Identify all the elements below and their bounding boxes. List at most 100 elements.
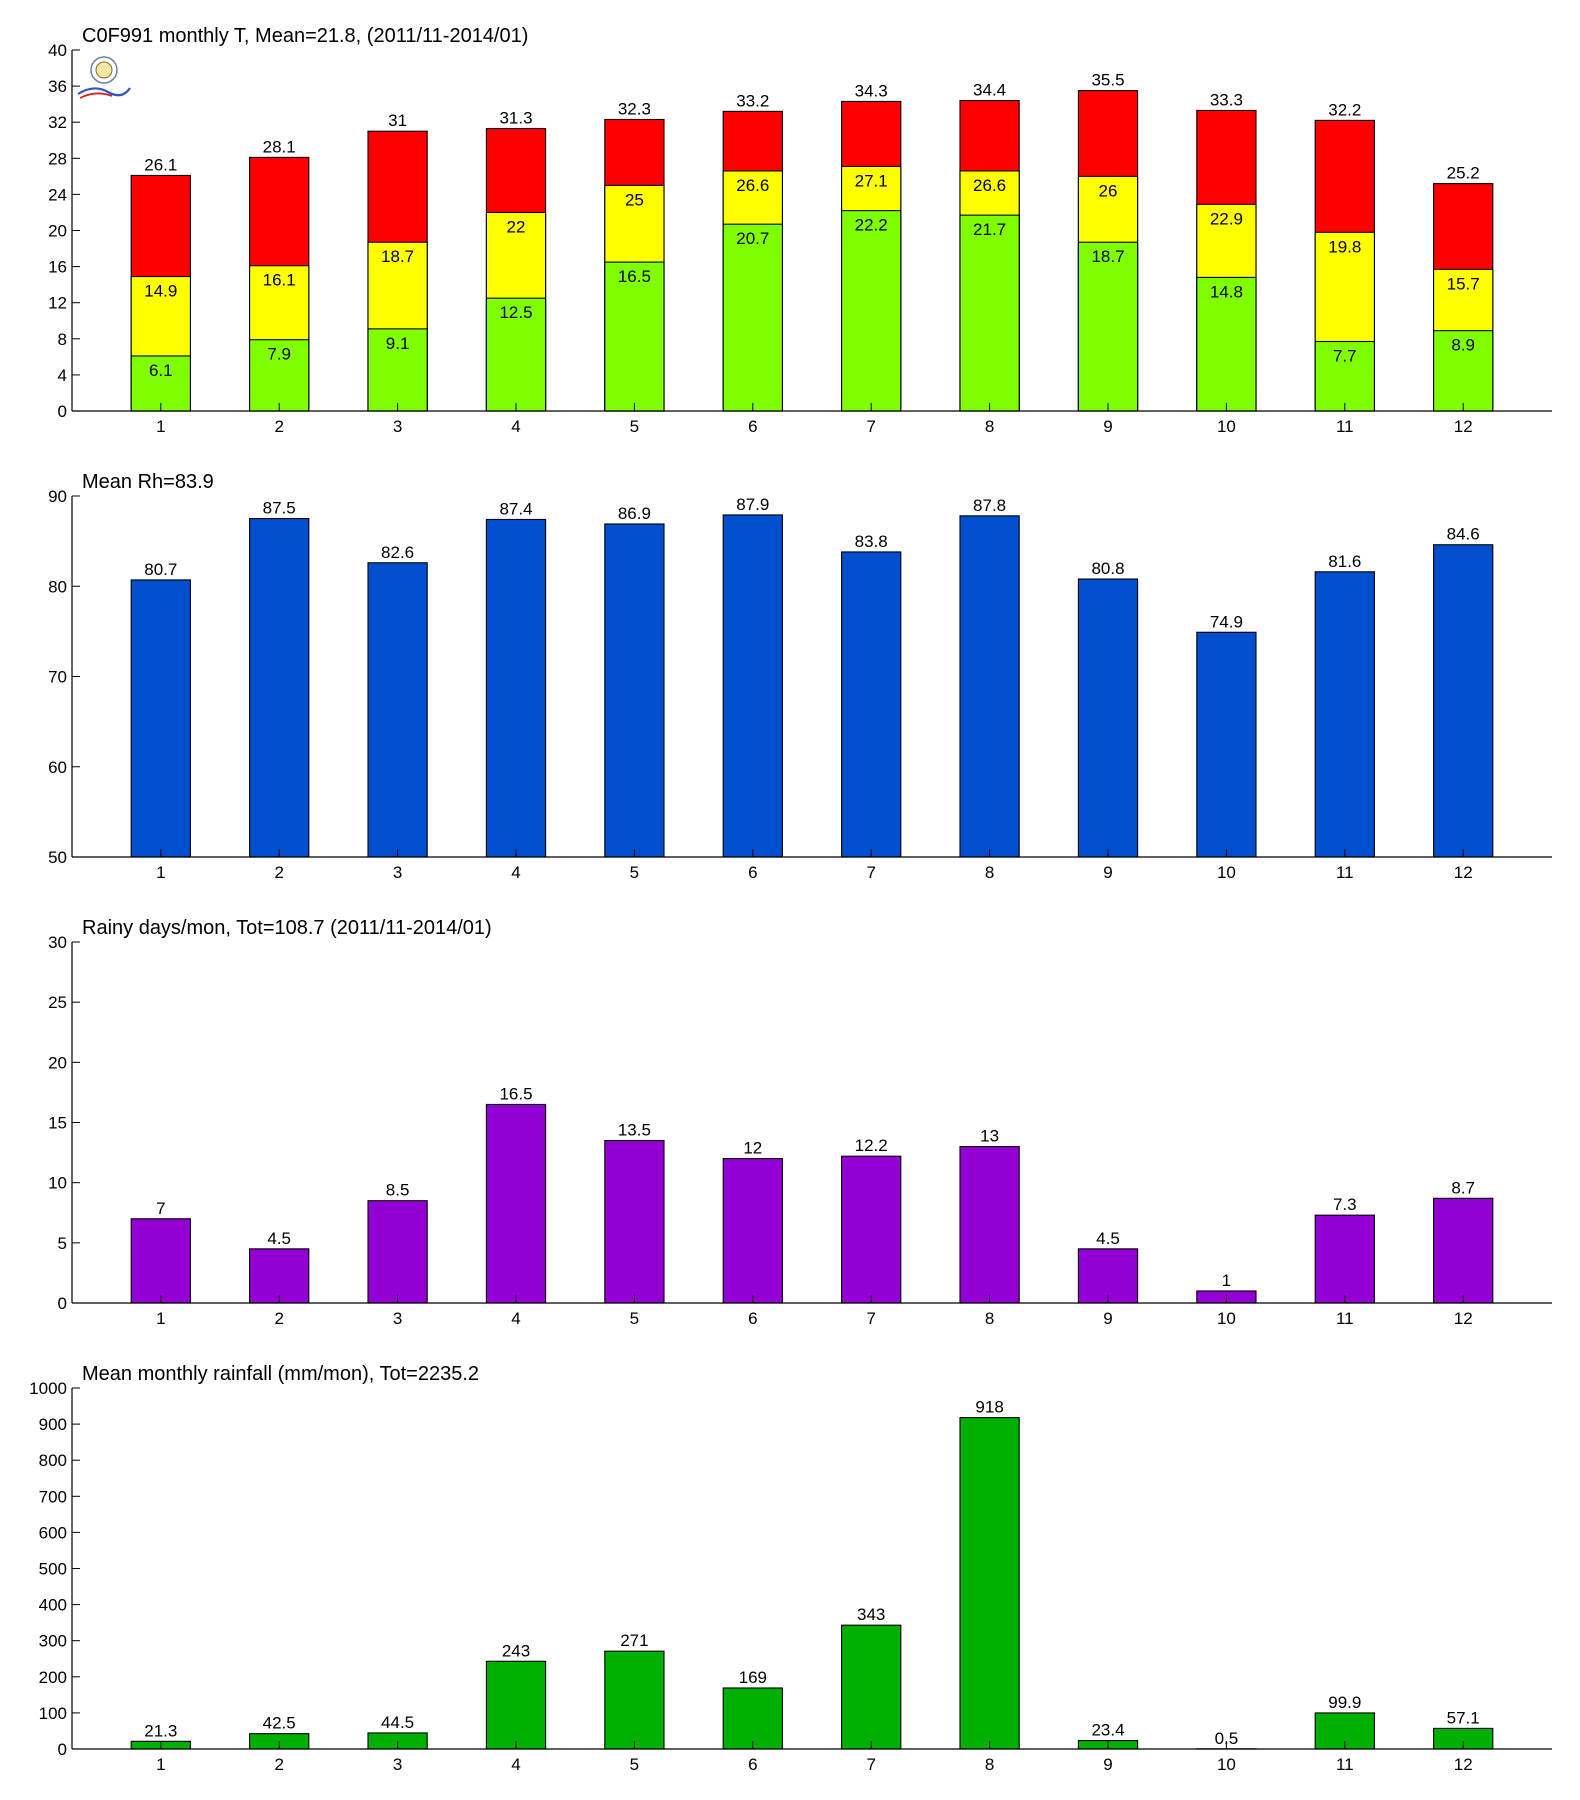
data-label-c1-s2-m3: 18.7 xyxy=(381,247,414,266)
data-label-c1-s3-m9: 18.7 xyxy=(1091,247,1124,266)
bar-c2-s1-m1 xyxy=(130,579,191,858)
xtick-label-c4-6: 6 xyxy=(748,1755,757,1774)
xtick-label-c4-12: 12 xyxy=(1454,1755,1473,1774)
data-label-c1-s1-m12: 25.2 xyxy=(1447,164,1480,183)
data-label-c4-s1-m10: 0.5 xyxy=(1215,1729,1239,1748)
xtick-label-c2-10: 10 xyxy=(1217,863,1236,882)
ytick-label-c2-0: 50 xyxy=(48,848,67,867)
xtick-label-c1-8: 8 xyxy=(985,417,994,436)
ytick-label-c1-0: 0 xyxy=(58,402,67,421)
xtick-label-c1-1: 1 xyxy=(156,417,165,436)
bar-c3-s1-m12 xyxy=(1433,1197,1494,1304)
xtick-label-c3-1: 1 xyxy=(156,1309,165,1328)
bar-c2-s1-m3 xyxy=(367,562,428,858)
ytick-label-c3-5: 25 xyxy=(48,993,67,1012)
data-label-c1-s3-m5: 16.5 xyxy=(618,267,651,286)
data-label-c1-s3-m4: 12.5 xyxy=(499,303,532,322)
ytick-label-c1-2: 8 xyxy=(58,330,67,349)
xtick-label-c3-10: 10 xyxy=(1217,1309,1236,1328)
xtick-label-c3-5: 5 xyxy=(630,1309,639,1328)
ytick-label-c4-9: 900 xyxy=(39,1415,67,1434)
data-label-c1-s3-m1: 6.1 xyxy=(149,361,173,380)
bar-c1-s3-m3 xyxy=(367,328,428,412)
xtick-label-c2-11: 11 xyxy=(1336,863,1354,882)
data-label-c3-s1-m4: 16.5 xyxy=(499,1084,532,1103)
data-label-c2-s1-m11: 81.6 xyxy=(1328,552,1361,571)
bar-c1-s3-m10 xyxy=(1196,276,1257,412)
data-label-c2-s1-m4: 87.4 xyxy=(499,499,532,518)
xtick-label-c3-7: 7 xyxy=(866,1309,875,1328)
data-label-c1-s1-m3: 31 xyxy=(388,111,407,130)
data-label-c1-s3-m6: 20.7 xyxy=(736,229,769,248)
bar-c3-s1-m9 xyxy=(1077,1248,1139,1304)
bar-c3-s1-m7 xyxy=(841,1155,902,1304)
ytick-label-c4-5: 500 xyxy=(39,1560,67,1579)
data-label-c1-s3-m8: 21.7 xyxy=(973,220,1006,239)
ytick-label-c4-7: 700 xyxy=(39,1487,67,1506)
bar-c2-s1-m7 xyxy=(841,551,902,858)
data-label-c3-s1-m9: 4.5 xyxy=(1096,1229,1120,1248)
xtick-label-c4-4: 4 xyxy=(511,1755,520,1774)
bar-c4-s1-m7 xyxy=(841,1624,902,1750)
ytick-label-c4-10: 1000 xyxy=(29,1379,67,1398)
data-label-c4-s1-m7: 343 xyxy=(857,1605,885,1624)
ytick-label-c3-1: 5 xyxy=(58,1234,67,1253)
data-label-c3-s1-m7: 12.2 xyxy=(855,1136,888,1155)
xtick-label-c2-6: 6 xyxy=(748,863,757,882)
bar-c3-s1-m11 xyxy=(1314,1214,1375,1304)
xtick-label-c1-5: 5 xyxy=(630,417,639,436)
data-label-c4-s1-m12: 57.1 xyxy=(1447,1708,1480,1727)
xtick-label-c4-2: 2 xyxy=(274,1755,283,1774)
chart-title-c2: Mean Rh=83.9 xyxy=(82,471,214,493)
data-label-c2-s1-m8: 87.8 xyxy=(973,496,1006,515)
data-label-c4-s1-m6: 169 xyxy=(739,1668,767,1687)
data-label-c2-s1-m7: 83.8 xyxy=(855,532,888,551)
ytick-label-c2-3: 80 xyxy=(48,577,67,596)
data-label-c1-s1-m8: 34.4 xyxy=(973,81,1006,100)
data-label-c3-s1-m8: 13 xyxy=(980,1127,999,1146)
data-label-c1-s3-m2: 7.9 xyxy=(267,345,291,364)
data-label-c2-s1-m12: 84.6 xyxy=(1447,525,1480,544)
bar-c3-s1-m2 xyxy=(249,1248,310,1304)
bar-c4-s1-m4 xyxy=(485,1660,547,1750)
xtick-label-c3-2: 2 xyxy=(274,1309,283,1328)
data-label-c1-s1-m4: 31.3 xyxy=(499,109,532,128)
bar-c2-s1-m5 xyxy=(604,523,665,858)
data-label-c2-s1-m9: 80.8 xyxy=(1091,559,1124,578)
ytick-label-c3-2: 10 xyxy=(48,1174,67,1193)
data-label-c1-s1-m2: 28.1 xyxy=(263,137,296,156)
data-label-c1-s3-m3: 9.1 xyxy=(386,334,410,353)
bar-c2-s1-m2 xyxy=(249,518,310,858)
ytick-label-c2-2: 70 xyxy=(48,668,67,687)
data-label-c1-s2-m7: 27.1 xyxy=(855,171,888,190)
data-label-c2-s1-m1: 80.7 xyxy=(144,560,177,579)
xtick-label-c2-2: 2 xyxy=(274,863,283,882)
xtick-label-c1-9: 9 xyxy=(1103,417,1112,436)
data-label-c1-s1-m10: 33.3 xyxy=(1210,90,1243,109)
bar-c1-s3-m9 xyxy=(1077,241,1139,412)
ytick-label-c1-5: 20 xyxy=(48,222,67,241)
data-label-c1-s1-m1: 26.1 xyxy=(144,155,177,174)
data-label-c1-s2-m9: 26 xyxy=(1099,181,1118,200)
bar-c3-s1-m5 xyxy=(604,1140,665,1304)
bar-c3-s1-m6 xyxy=(722,1158,783,1304)
ytick-label-c3-4: 20 xyxy=(48,1053,67,1072)
lab-logo xyxy=(77,56,131,99)
data-label-c1-s2-m11: 19.8 xyxy=(1328,237,1361,256)
xtick-label-c3-6: 6 xyxy=(748,1309,757,1328)
data-label-c1-s2-m8: 26.6 xyxy=(973,176,1006,195)
xtick-label-c4-8: 8 xyxy=(985,1755,994,1774)
xtick-label-c4-10: 10 xyxy=(1217,1755,1236,1774)
bar-c2-s1-m4 xyxy=(485,518,547,858)
data-label-c1-s2-m12: 15.7 xyxy=(1447,274,1480,293)
data-label-c1-s2-m5: 25 xyxy=(625,190,644,209)
ytick-label-c3-0: 0 xyxy=(58,1294,67,1313)
xtick-label-c2-3: 3 xyxy=(393,863,402,882)
data-label-c1-s3-m11: 7.7 xyxy=(1333,347,1357,366)
data-label-c1-s2-m4: 22 xyxy=(507,217,526,236)
ytick-label-c3-3: 15 xyxy=(48,1114,67,1133)
data-label-c3-s1-m5: 13.5 xyxy=(618,1121,651,1140)
data-label-c3-s1-m6: 12 xyxy=(743,1139,762,1158)
xtick-label-c4-7: 7 xyxy=(866,1755,875,1774)
